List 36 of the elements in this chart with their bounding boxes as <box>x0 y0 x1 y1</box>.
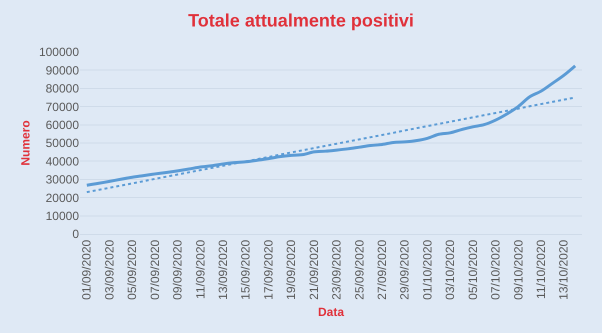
x-tick-label: 03/09/2020 <box>102 239 116 300</box>
y-tick-label: 40000 <box>46 154 80 168</box>
x-tick-label: 27/09/2020 <box>375 239 390 300</box>
x-tick-label: 13/10/2020 <box>556 239 571 300</box>
y-axis-title: Numero <box>18 120 32 166</box>
y-tick-label: 10000 <box>46 209 80 223</box>
x-tick-label: 09/09/2020 <box>170 239 185 300</box>
x-tick-label: 19/09/2020 <box>284 239 298 300</box>
y-tick-label: 60000 <box>46 118 80 132</box>
x-tick-label: 07/09/2020 <box>148 239 162 300</box>
x-tick-label: 09/10/2020 <box>511 239 526 300</box>
x-tick-label: 05/09/2020 <box>125 239 140 300</box>
x-tick-label: 15/09/2020 <box>238 239 253 300</box>
x-tick-label: 01/10/2020 <box>420 239 434 300</box>
x-tick-label: 21/09/2020 <box>306 239 321 300</box>
y-tick-label: 30000 <box>46 172 80 187</box>
y-tick-label: 100000 <box>38 45 80 60</box>
y-tick-label: 70000 <box>46 100 80 114</box>
x-tick-label: 13/09/2020 <box>216 239 230 300</box>
x-axis-title: Data <box>318 304 344 319</box>
x-tick-label: 25/09/2020 <box>352 239 366 300</box>
x-tick-label: 05/10/2020 <box>466 239 480 300</box>
x-tick-label: 03/10/2020 <box>443 239 458 300</box>
x-tick-label: 11/10/2020 <box>534 239 548 299</box>
x-tick-label: 23/09/2020 <box>330 239 344 300</box>
x-tick-label: 17/09/2020 <box>261 239 276 300</box>
y-tick-label: 20000 <box>46 190 80 205</box>
x-tick-label: 29/09/2020 <box>398 239 412 300</box>
chart-title: Totale attualmente positivi <box>188 10 414 30</box>
x-tick-label: 01/09/2020 <box>80 239 94 300</box>
y-tick-label: 50000 <box>46 136 80 150</box>
x-tick-label: 07/10/2020 <box>488 239 503 300</box>
y-tick-label: 90000 <box>46 63 80 78</box>
y-tick-label: 80000 <box>46 82 80 96</box>
y-tick-label: 0 <box>72 227 80 242</box>
x-tick-label: 11/09/2020 <box>193 239 208 299</box>
